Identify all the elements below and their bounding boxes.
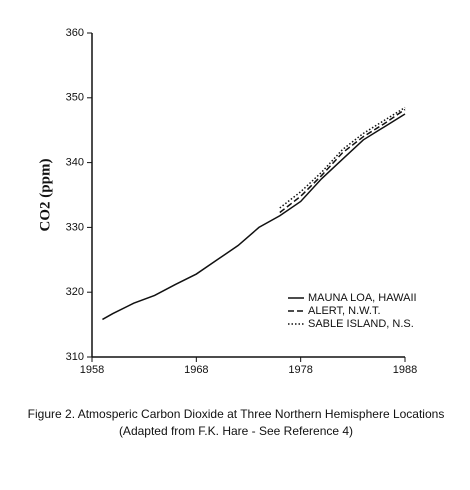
y-tick-label: 310 (66, 351, 84, 363)
x-tick-label: 1988 (393, 364, 417, 376)
data-line (102, 113, 406, 321)
data-line (279, 106, 406, 209)
y-axis-label: CO2 (ppm) (37, 159, 53, 232)
x-tick-label: 1968 (184, 364, 208, 376)
y-tick-label: 330 (66, 221, 84, 233)
y-tick-label: 320 (66, 286, 84, 298)
x-tick-label: 1978 (288, 364, 312, 376)
legend-label: ALERT, N.W.T. (308, 305, 381, 317)
y-tick-label: 350 (66, 92, 84, 104)
legend-label: MAUNA LOA, HAWAII (308, 292, 417, 304)
legend-label: SABLE ISLAND, N.S. (308, 318, 414, 330)
data-line (279, 108, 406, 214)
caption-subtitle: (Adapted from F.K. Hare - See Reference … (119, 424, 353, 438)
x-tick-label: 1958 (80, 364, 104, 376)
y-tick-label: 340 (66, 157, 84, 169)
y-tick-label: 360 (66, 27, 84, 39)
caption-title: Figure 2. Atmosperic Carbon Dioxide at T… (28, 407, 445, 421)
